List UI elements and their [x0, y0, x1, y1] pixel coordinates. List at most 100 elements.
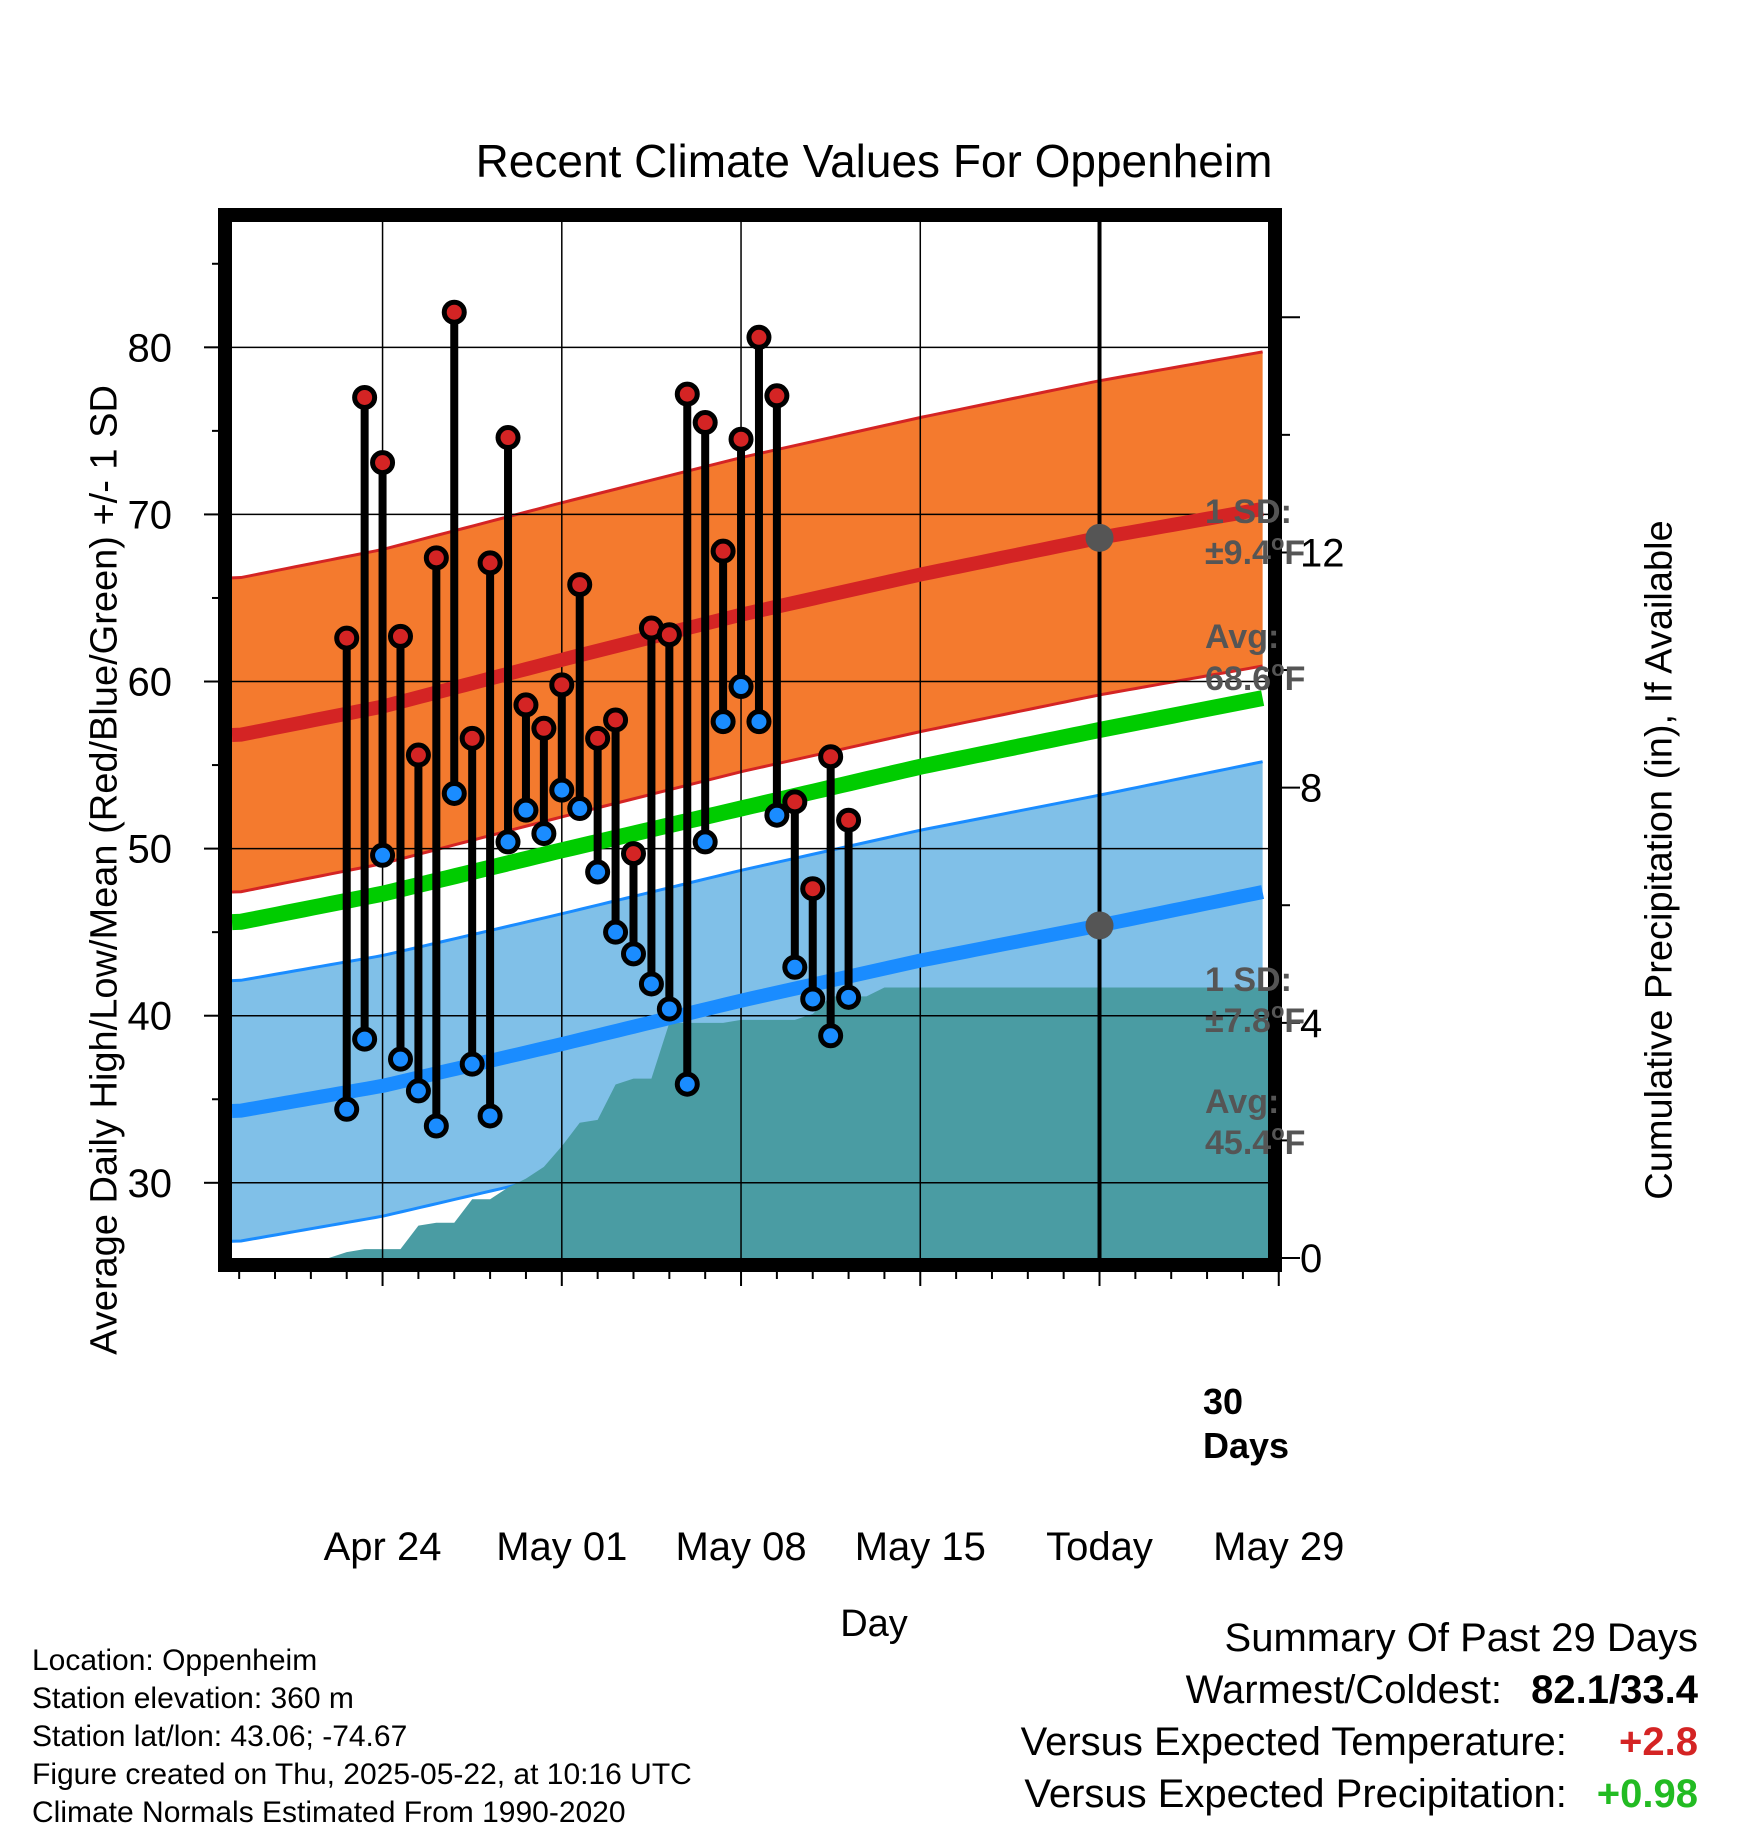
ticks-layer	[204, 262, 1300, 1286]
y-tick-label-50: 50	[128, 828, 173, 872]
x-tick-label-apr-24: Apr 24	[324, 1525, 442, 1569]
footer-elevation: Station elevation: 360 m	[32, 1682, 354, 1715]
daily-high-point	[567, 572, 593, 598]
footer-created: Figure created on Thu, 2025-05-22, at 10…	[32, 1758, 692, 1791]
daily-bar-23	[728, 426, 754, 700]
low-sd-label: 1 SD:	[1205, 961, 1292, 999]
x-axis-title: Day	[840, 1603, 908, 1645]
footer-info: Location: Oppenheim Station elevation: 3…	[32, 1642, 692, 1832]
daily-high-point	[782, 789, 808, 815]
x-tick-label-may-08: May 08	[675, 1525, 806, 1569]
daily-low-point	[495, 829, 521, 855]
daily-low-point	[387, 1046, 413, 1072]
summary-heading: Summary Of Past 29 Days	[1224, 1616, 1698, 1660]
daily-high-point	[692, 410, 718, 436]
daily-bar-29	[836, 807, 862, 1010]
daily-bar-1	[334, 625, 360, 1122]
today-low-avg-dot	[1085, 911, 1114, 940]
daily-bar-13	[549, 672, 575, 803]
daily-high-point	[405, 742, 431, 768]
daily-high-point	[477, 550, 503, 576]
daily-bar-27	[800, 876, 826, 1012]
high-band-upper-edge	[232, 350, 1263, 580]
daily-high-point	[656, 622, 682, 648]
daily-bar-10	[495, 425, 521, 855]
daily-bar-24	[746, 324, 772, 735]
plot-frame	[218, 208, 1282, 1272]
daily-high-point	[495, 425, 521, 451]
daily-bar-15	[585, 725, 611, 885]
daily-high-point	[674, 381, 700, 407]
daily-high-point	[764, 383, 790, 409]
y2-axis-title: Cumulative Precipitation (in), If Availa…	[1638, 520, 1681, 1200]
high-sd-label: 1 SD:	[1205, 493, 1292, 531]
daily-low-point	[352, 1026, 378, 1052]
daily-low-point	[513, 797, 539, 823]
y-tick-label-60: 60	[128, 661, 173, 705]
daily-low-point	[585, 859, 611, 885]
daily-low-point	[764, 802, 790, 828]
daily-low-point	[818, 1023, 844, 1049]
y-axis-title: Average Daily High/Low/Mean (Red/Blue/Gr…	[83, 385, 126, 1355]
y2-tick-label-0: 0	[1300, 1237, 1322, 1281]
y2-tick-label-4: 4	[1300, 1002, 1322, 1046]
daily-high-point	[531, 715, 557, 741]
high-sd-value: ±9.4oF	[1205, 530, 1305, 572]
daily-low-point	[603, 919, 629, 945]
daily-low-point	[405, 1078, 431, 1104]
low-avg-value: 45.4oF	[1205, 1120, 1305, 1162]
daily-bar-12	[531, 715, 557, 847]
daily-bar-25	[764, 383, 790, 828]
daily-bar-16	[603, 707, 629, 945]
daily-bar-19	[656, 622, 682, 1022]
daily-high-point	[549, 672, 575, 698]
today-layer	[1085, 222, 1114, 1258]
daily-bar-8	[459, 725, 485, 1077]
summary-temp-row: Versus Expected Temperature: +2.8	[1021, 1716, 1698, 1768]
daily-high-point	[585, 725, 611, 751]
daily-low-point	[674, 1071, 700, 1097]
y-tick-label-80: 80	[128, 326, 173, 370]
summary-temp-value: +2.8	[1619, 1720, 1698, 1764]
daily-bar-2	[352, 384, 378, 1052]
daily-low-point	[746, 709, 772, 735]
daily-low-point	[334, 1096, 360, 1122]
daily-high-point	[746, 324, 772, 350]
daily-values-layer	[334, 299, 862, 1139]
daily-low-point	[423, 1113, 449, 1139]
daily-low-point	[656, 996, 682, 1022]
daily-bar-7	[441, 299, 467, 806]
daily-high-point	[603, 707, 629, 733]
text-layer: 30 40 50 60 70 80 0 4 8 12 Apr 24 May 01 May 08 May 1…	[128, 326, 1345, 1569]
x-tick-label-may-01: May 01	[496, 1525, 627, 1569]
footer-location: Location: Oppenheim	[32, 1644, 318, 1677]
high-avg-label: Avg:	[1205, 618, 1279, 656]
summary-warm-cold-value: 82.1/33.4	[1531, 1668, 1698, 1712]
summary-temp-label: Versus Expected Temperature:	[1020, 1720, 1567, 1764]
daily-high-point	[818, 744, 844, 770]
daily-low-point	[836, 984, 862, 1010]
x-tick-label-may-29: May 29	[1213, 1525, 1344, 1569]
daily-high-point	[334, 625, 360, 651]
summary-precip-label: Versus Expected Precipitation:	[1024, 1772, 1567, 1816]
daily-low-point	[567, 796, 593, 822]
summary-block: Summary Of Past 29 Days Warmest/Coldest:…	[1021, 1612, 1698, 1820]
frame-layer	[218, 208, 1282, 1272]
daily-high-point	[710, 538, 736, 564]
daily-bar-18	[638, 615, 664, 997]
daily-bar-6	[423, 545, 449, 1139]
daily-low-point	[710, 709, 736, 735]
daily-low-point	[441, 780, 467, 806]
summary-precip-row: Versus Expected Precipitation: +0.98	[1021, 1768, 1698, 1820]
footer-latlon: Station lat/lon: 43.06; -74.67	[32, 1720, 408, 1753]
today-high-avg-dot	[1085, 523, 1114, 552]
daily-high-point	[441, 299, 467, 325]
daily-bar-22	[710, 538, 736, 735]
precipitation-layer	[328, 987, 1268, 1258]
daily-bar-11	[513, 692, 539, 823]
y2-tick-label-12: 12	[1300, 531, 1345, 575]
daily-high-point	[800, 876, 826, 902]
daily-high-point	[620, 841, 646, 867]
daily-high-point	[387, 623, 413, 649]
